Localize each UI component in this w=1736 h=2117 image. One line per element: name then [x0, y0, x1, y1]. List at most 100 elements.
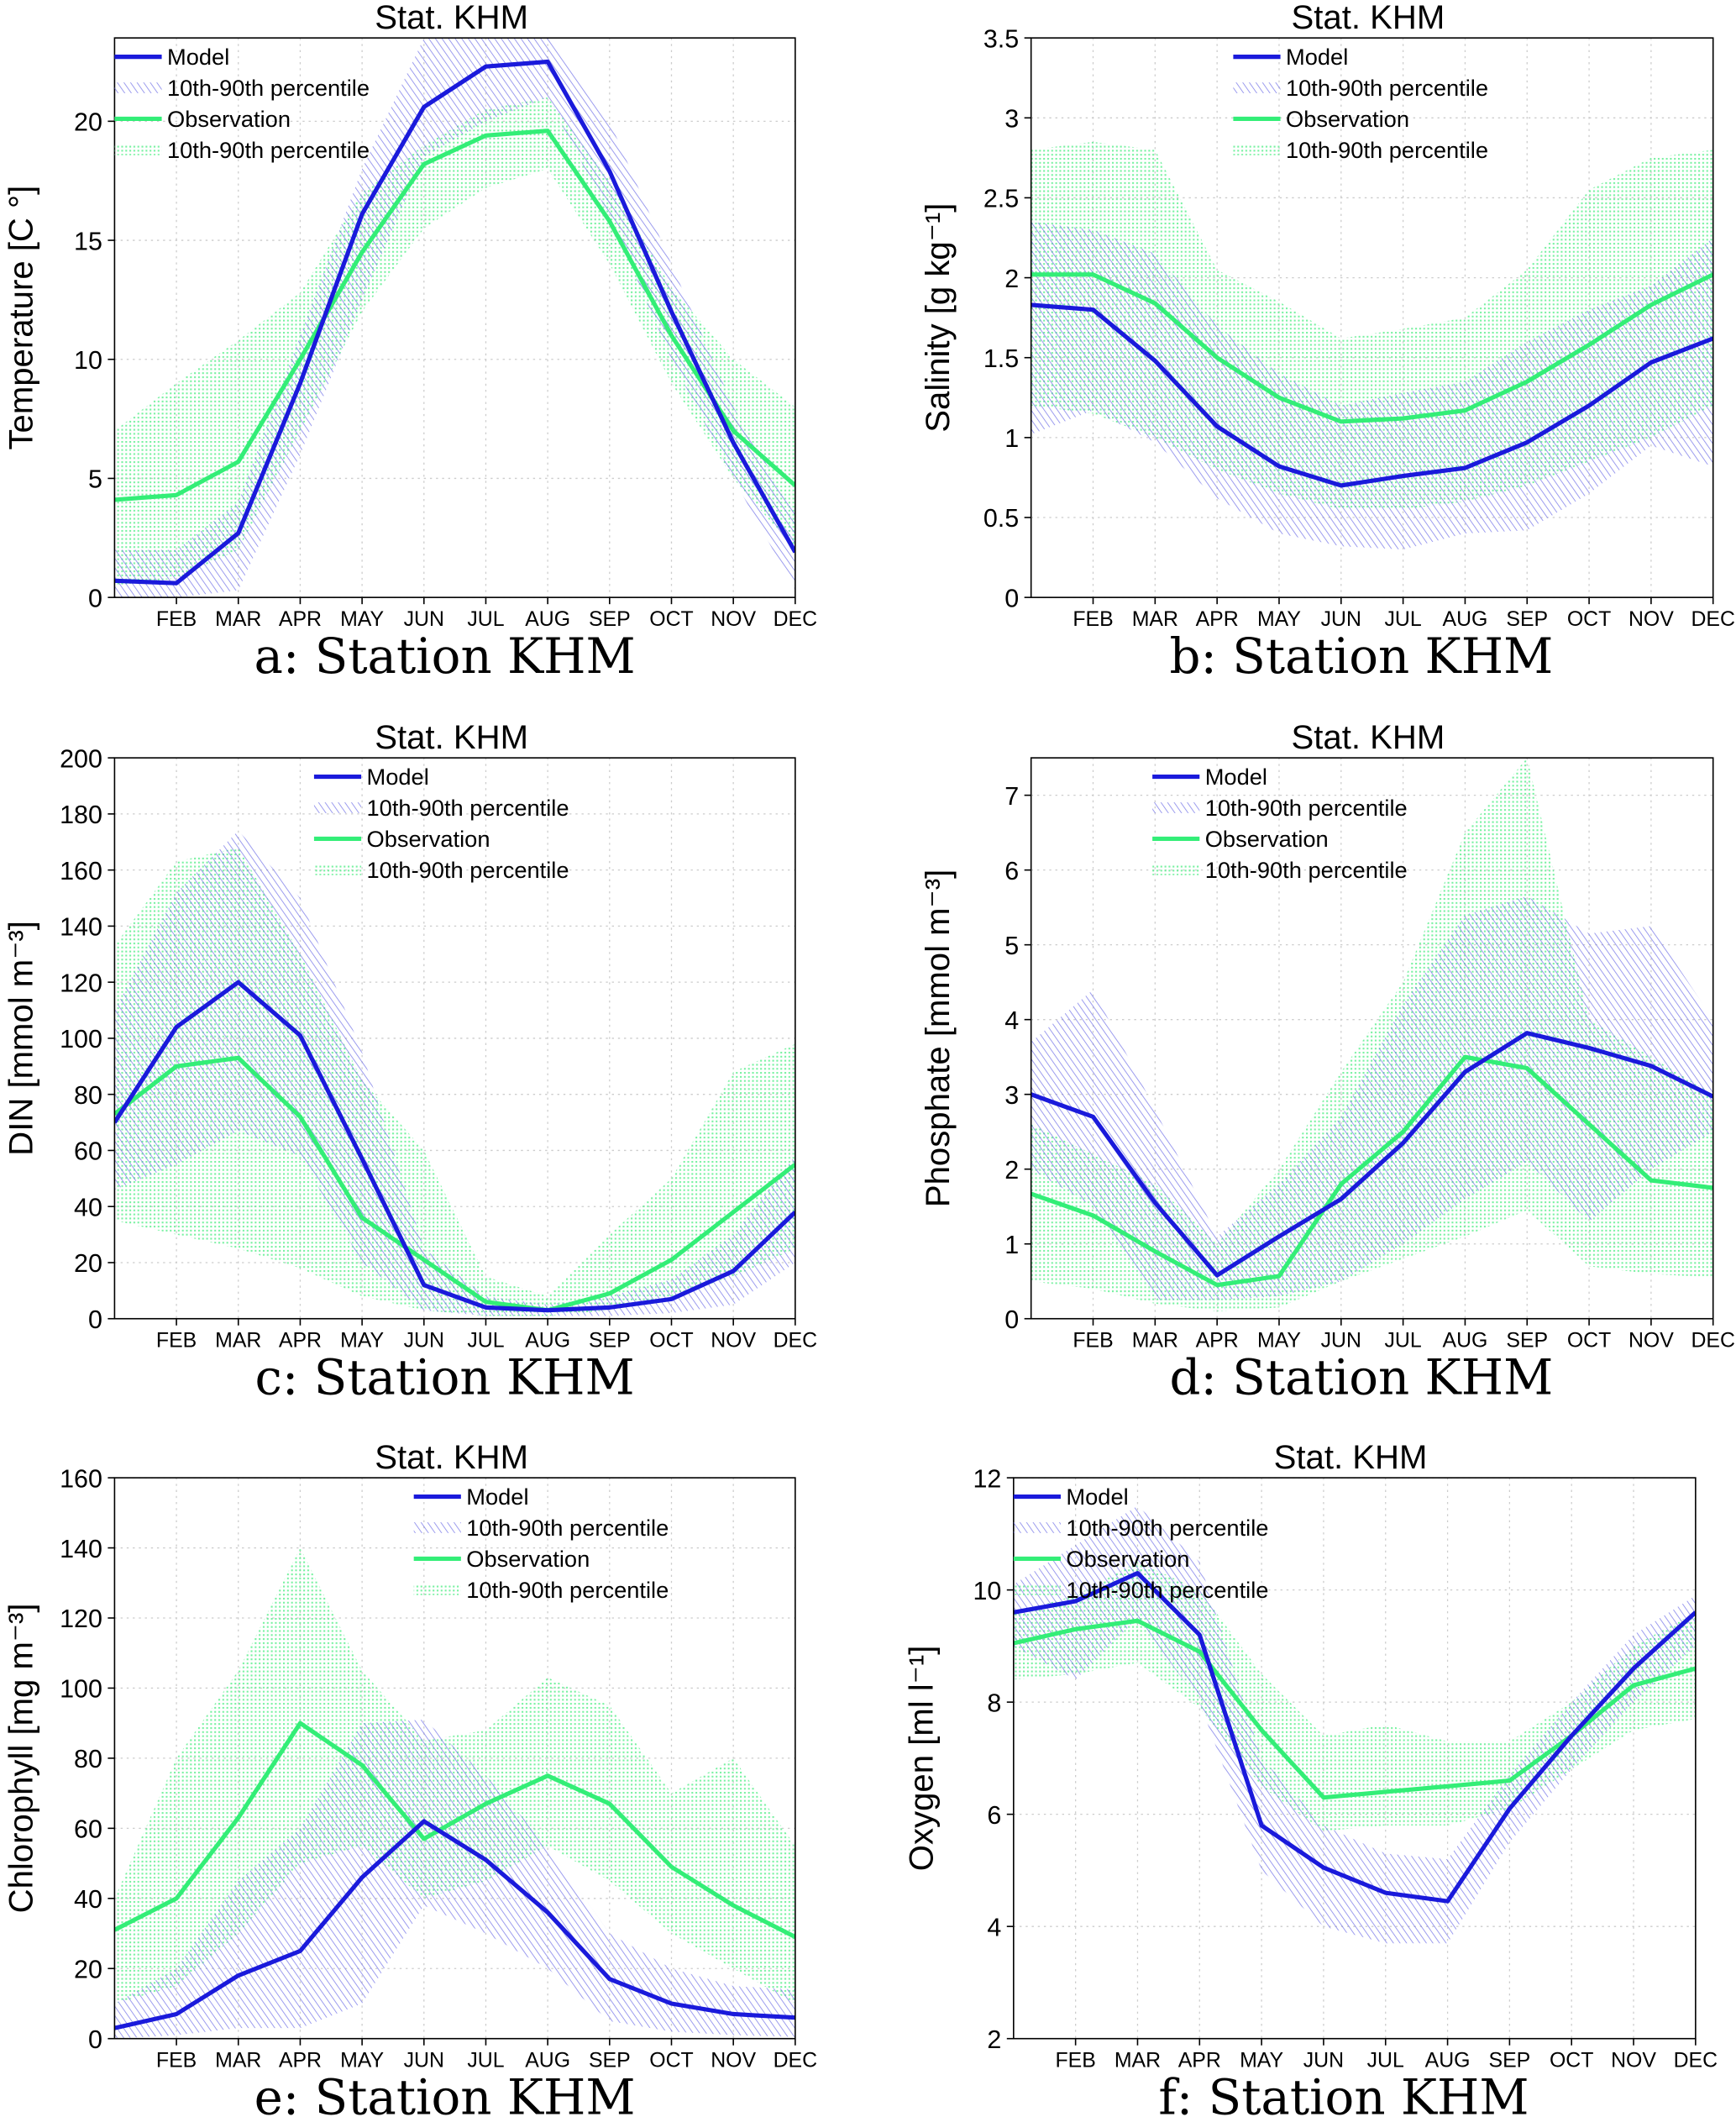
x-tick-label: AUG	[1442, 1328, 1487, 1352]
panel-d: 0 1 2 3 4 5 6 7 FEB MAR APR MAY JUN JUL AUG SEP OCT NOV DE…	[919, 718, 1735, 1406]
x-tick-label: MAY	[340, 2048, 384, 2072]
y-tick-label: 20	[74, 1249, 102, 1278]
legend-swatch	[114, 144, 162, 155]
plot-frame	[1030, 37, 1714, 598]
x-tick-label: DEC	[1691, 607, 1735, 631]
y-tick-label: 10	[973, 1577, 1001, 1605]
model-line	[114, 980, 795, 1313]
legend-swatch	[1152, 864, 1200, 875]
y-tick-label: 0	[1004, 1305, 1019, 1334]
x-tick-label: SEP	[589, 1328, 631, 1352]
y-tick-label: 40	[74, 1885, 102, 1914]
x-tick-label: AUG	[525, 2048, 570, 2072]
x-tick-label: AUG	[1425, 2048, 1471, 2072]
x-tick-label: JUN	[404, 607, 444, 631]
legend: Model 10th-90th percentile Observation 10th…	[1152, 764, 1408, 883]
x-tick-label: MAY	[1257, 607, 1301, 631]
observation-line	[1031, 272, 1713, 424]
x-tick-label: MAR	[215, 1328, 261, 1352]
legend: Model 10th-90th percentile Observation 10th…	[1013, 1484, 1268, 1603]
plot-area	[114, 830, 795, 1316]
legend-label: Model	[1286, 44, 1348, 70]
model-line	[1031, 1031, 1713, 1278]
x-tick-label: FEB	[1055, 2048, 1095, 2072]
legend-label: 10th-90th percentile	[1205, 857, 1408, 883]
x-tick-label: AUG	[1442, 607, 1487, 631]
chart-title: Stat. KHM	[1292, 718, 1445, 756]
x-tick-label: NOV	[711, 607, 756, 631]
panel-caption: e: Station KHM	[254, 2069, 636, 2117]
legend-label: 10th-90th percentile	[367, 795, 569, 821]
x-tick-label: OCT	[1550, 2048, 1593, 2072]
y-tick-label: 2	[987, 2025, 1001, 2054]
x-tick-label: JUL	[467, 607, 504, 631]
y-tick-label: 6	[987, 1801, 1001, 1830]
plot-area	[1013, 1505, 1696, 1944]
x-tick-label: JUL	[1385, 607, 1422, 631]
x-tick-label: JUL	[467, 2048, 504, 2072]
x-tick-label: NOV	[711, 1328, 756, 1352]
legend-swatch	[1233, 82, 1281, 93]
legend-label: 10th-90th percentile	[167, 137, 370, 163]
legend-label: 10th-90th percentile	[167, 75, 370, 101]
x-tick-label: MAY	[1257, 1328, 1301, 1352]
y-tick-label: 4	[1004, 1006, 1019, 1035]
x-tick-label: DEC	[1674, 2048, 1718, 2072]
x-tick-label: FEB	[156, 2048, 197, 2072]
panel-a: 0 5 10 15 20 FEB MAR APR MAY JUN JUL AUG SEP OCT NOV DE…	[3, 0, 818, 685]
observation-line	[114, 129, 795, 502]
x-tick-label: JUN	[404, 1328, 444, 1352]
legend-label: Observation	[1286, 106, 1409, 132]
x-tick-label: DEC	[1691, 1328, 1735, 1352]
x-tick-label: SEP	[1489, 2048, 1531, 2072]
panel-caption: f: Station KHM	[1158, 2069, 1529, 2117]
x-tick-label: DEC	[774, 2048, 817, 2072]
model-line	[114, 59, 795, 586]
x-tick-label: SEP	[589, 2048, 631, 2072]
y-tick-label: 20	[74, 108, 102, 137]
model-band	[114, 38, 795, 598]
model-band	[1031, 896, 1713, 1300]
legend-swatch	[313, 864, 362, 875]
panel-c: 0 20 40 60 80 100 120 140 160 180 200 FEB MAR APR MAY J…	[3, 718, 818, 1406]
model-line	[114, 1819, 795, 2030]
x-tick-label: FEB	[156, 607, 197, 631]
x-tick-label: MAY	[340, 1328, 384, 1352]
x-tick-label: NOV	[1628, 1328, 1674, 1352]
legend-swatch	[114, 82, 162, 93]
model-line	[1031, 302, 1713, 488]
x-tick-label: MAR	[215, 607, 261, 631]
legend-label: Model	[167, 44, 229, 70]
y-tick-label: 1.5	[983, 344, 1019, 373]
y-tick-label: 12	[973, 1464, 1001, 1493]
y-tick-label: 0.5	[983, 504, 1019, 533]
y-tick-label: 4	[987, 1913, 1001, 1941]
y-tick-label: 100	[60, 1025, 102, 1053]
y-tick-label: 40	[74, 1193, 102, 1221]
legend-label: 10th-90th percentile	[466, 1577, 669, 1603]
x-tick-label: JUL	[467, 1328, 504, 1352]
y-tick-label: 100	[60, 1675, 102, 1704]
plot-area	[114, 1547, 795, 2039]
y-tick-label: 160	[60, 1464, 102, 1493]
legend-swatch	[413, 1522, 461, 1533]
model-band	[1031, 221, 1713, 550]
x-tick-label: DEC	[774, 1328, 817, 1352]
y-tick-label: 80	[74, 1081, 102, 1110]
chart-title: Stat. KHM	[375, 718, 528, 756]
y-tick-label: 6	[1004, 857, 1019, 885]
x-tick-label: FEB	[1073, 607, 1113, 631]
legend-swatch	[1233, 144, 1281, 155]
observation-line	[114, 1720, 795, 1939]
y-tick-label: 2	[1004, 265, 1019, 293]
chart-title: Stat. KHM	[1274, 1438, 1428, 1476]
plot-area	[1031, 758, 1713, 1311]
y-tick-label: 5	[1004, 932, 1019, 960]
y-tick-label: 7	[1004, 782, 1019, 811]
x-tick-label: OCT	[649, 607, 693, 631]
y-tick-label: 120	[60, 969, 102, 997]
panel-b: 0 0.5 1 1.5 2 2.5 3 3.5 FEB MAR APR MAY JUN JUL AUG SEP…	[919, 0, 1735, 685]
y-axis-label: Oxygen [ml l⁻¹]	[903, 1646, 941, 1872]
x-tick-label: OCT	[649, 2048, 693, 2072]
x-tick-label: NOV	[1628, 607, 1674, 631]
